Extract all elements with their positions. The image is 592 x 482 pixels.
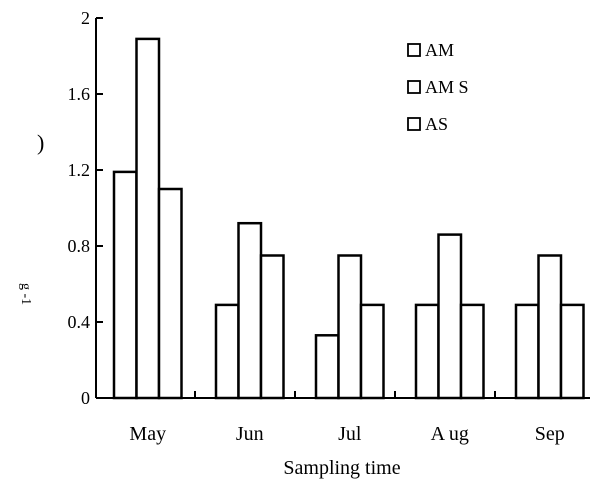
bar-am-s-4	[537, 254, 563, 400]
bar-am-s-0	[135, 37, 161, 400]
bar-am-s-1	[237, 221, 263, 400]
bar-am-0	[112, 170, 138, 400]
x-axis-title: Sampling time	[283, 457, 400, 479]
axes-group: 0 0.4 0.8 1.2 1.6 2 May Jun Jul A ug Sep	[68, 8, 590, 445]
y-axis-label-unit: g -1	[18, 283, 33, 305]
y-tick-label-1: 0.4	[68, 312, 91, 332]
bar-am-4	[514, 303, 540, 400]
bar-am-2	[314, 334, 340, 400]
legend-swatch-1	[407, 80, 421, 94]
y-tick-label-3: 1.2	[68, 160, 91, 180]
y-tick-label-0: 0	[81, 388, 90, 408]
legend-label-2: AS	[425, 114, 448, 134]
legend-swatch-2	[407, 117, 421, 131]
bar-as-2	[359, 303, 385, 400]
bar-as-3	[459, 303, 485, 400]
x-tick-label-4: Sep	[535, 423, 565, 445]
bar-am-s-2	[337, 254, 363, 400]
legend-swatch-0	[407, 43, 421, 57]
bar-am-1	[214, 303, 240, 400]
bar-am-3	[414, 303, 440, 400]
bar-as-0	[157, 187, 183, 400]
legend-label-1: AM S	[425, 77, 469, 97]
bar-am-s-3	[437, 233, 463, 400]
y-tick-label-5: 2	[81, 8, 90, 28]
y-axis-label-paren: )	[37, 130, 44, 155]
bar-as-1	[259, 254, 285, 400]
y-tick-label-2: 0.8	[68, 236, 91, 256]
x-tick-label-3: A ug	[431, 423, 469, 445]
x-tick-label-0: May	[129, 423, 166, 445]
y-tick-label-4: 1.6	[68, 84, 91, 104]
x-tick-label-1: Jun	[236, 423, 264, 445]
legend: AM AM S AS	[407, 40, 469, 134]
bars-group	[112, 37, 585, 400]
y-axis-label: ) g -1	[18, 130, 44, 305]
legend-label-0: AM	[425, 40, 454, 60]
bar-as-4	[559, 303, 585, 400]
x-tick-label-2: Jul	[338, 423, 362, 445]
